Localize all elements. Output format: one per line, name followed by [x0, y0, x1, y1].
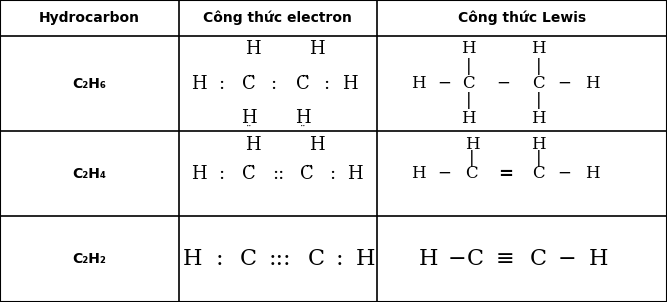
Text: C: C [466, 165, 478, 182]
Text: H: H [191, 75, 207, 92]
Text: |: | [536, 150, 542, 167]
Text: −: − [497, 75, 510, 92]
Text: H: H [532, 137, 546, 153]
Text: C: C [239, 248, 256, 270]
Text: H: H [347, 165, 362, 183]
Text: C₂H₂: C₂H₂ [73, 252, 106, 266]
Text: C₂H₄: C₂H₄ [73, 167, 106, 181]
Text: H: H [191, 165, 207, 183]
Text: |: | [469, 150, 475, 167]
Text: H: H [309, 40, 324, 58]
Text: |: | [536, 92, 542, 109]
Text: H: H [342, 75, 358, 92]
Text: H: H [356, 248, 376, 270]
Text: :: : [270, 75, 276, 92]
Text: H: H [245, 40, 260, 58]
Text: −: − [557, 75, 571, 92]
Text: H: H [419, 248, 438, 270]
Text: C: C [462, 75, 475, 92]
Text: −: − [557, 165, 571, 182]
Text: :: : [215, 248, 223, 270]
Text: H: H [412, 75, 426, 92]
Text: H: H [462, 40, 476, 57]
Text: −: − [437, 75, 451, 92]
Text: C̈: C̈ [242, 75, 256, 92]
Text: H: H [462, 110, 476, 127]
Text: −: − [437, 165, 451, 182]
Text: :: : [218, 165, 224, 183]
Text: ::: :: [272, 165, 285, 183]
Text: :: : [329, 165, 336, 183]
Text: C̈: C̈ [242, 165, 256, 183]
Text: |: | [466, 58, 472, 76]
Text: C₂H₆: C₂H₆ [73, 76, 106, 91]
Text: H: H [412, 165, 426, 182]
Text: =: = [498, 165, 513, 183]
Text: Công thức Lewis: Công thức Lewis [458, 11, 586, 25]
Text: C̈: C̈ [296, 75, 310, 92]
Text: C: C [308, 248, 325, 270]
Text: ¨: ¨ [300, 125, 306, 135]
Text: |: | [536, 58, 542, 76]
Text: H: H [532, 40, 546, 57]
Text: C: C [532, 165, 545, 182]
Text: C: C [467, 248, 484, 270]
Text: C: C [532, 75, 545, 92]
Text: H: H [183, 248, 202, 270]
Text: C̈: C̈ [299, 165, 313, 183]
Text: H: H [245, 136, 260, 154]
Text: |: | [466, 92, 472, 109]
Text: C: C [530, 248, 547, 270]
Text: −: − [558, 248, 576, 270]
Text: H: H [465, 137, 479, 153]
Text: Công thức electron: Công thức electron [203, 11, 352, 25]
Text: :: : [323, 75, 329, 92]
Text: H: H [532, 110, 546, 127]
Text: :::: ::: [269, 248, 291, 270]
Text: :: : [218, 75, 224, 92]
Text: ¨: ¨ [246, 125, 252, 135]
Text: H: H [585, 75, 599, 92]
Text: H: H [585, 165, 599, 182]
Text: H: H [295, 109, 311, 127]
Text: H: H [589, 248, 608, 270]
Text: H: H [241, 109, 257, 127]
Text: −: − [448, 248, 466, 270]
Text: :: : [336, 248, 344, 270]
Text: H: H [309, 136, 324, 154]
Text: ≡: ≡ [496, 248, 514, 270]
Text: Hydrocarbon: Hydrocarbon [39, 11, 140, 25]
